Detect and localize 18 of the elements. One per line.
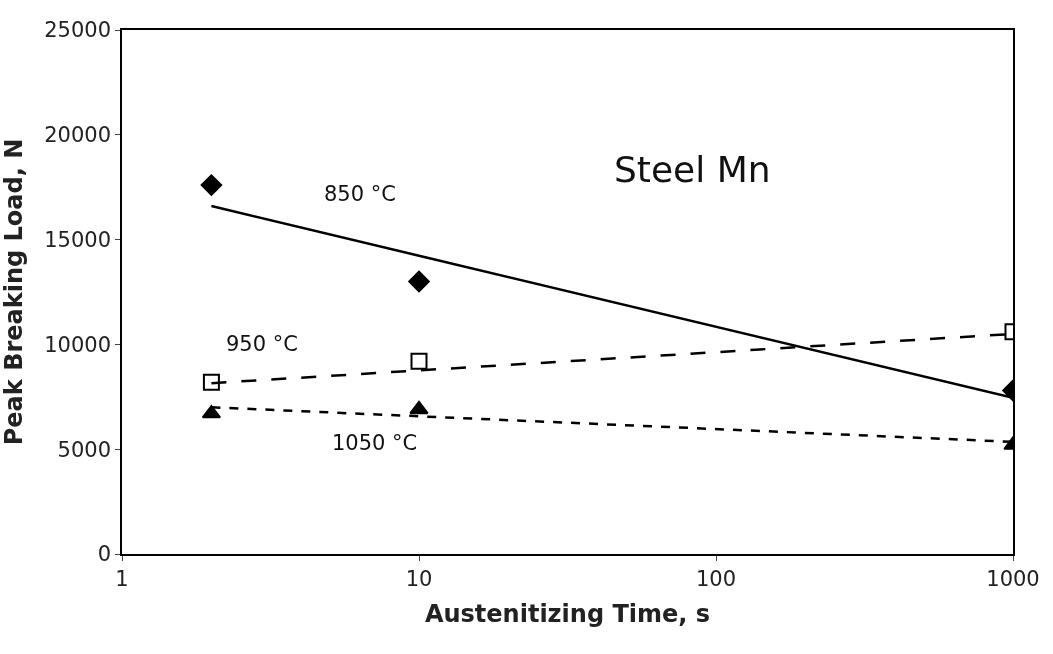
x-tick-label: 1000 xyxy=(986,566,1040,591)
x-tick-label: 1 xyxy=(115,566,129,591)
annotation: 850 °C xyxy=(324,182,396,206)
point xyxy=(202,373,220,391)
y-tick-label: 25000 xyxy=(44,18,112,43)
x-axis-title: Austenitizing Time, s xyxy=(424,599,711,628)
y-tick-label: 0 xyxy=(97,542,112,567)
x-tick-label: 100 xyxy=(695,566,737,591)
annotation: 1050 °C xyxy=(332,431,418,455)
annotation: Steel Mn xyxy=(614,149,771,190)
y-tick-label: 15000 xyxy=(44,227,112,252)
x-tick-label: 10 xyxy=(405,566,433,591)
annotation: 950 °C xyxy=(226,332,298,356)
y-tick-label: 5000 xyxy=(57,437,112,462)
y-tick-label: 20000 xyxy=(44,123,112,148)
y-tick-label: 10000 xyxy=(44,332,112,357)
y-axis-title: Peak Breaking Load, N xyxy=(0,138,28,446)
point xyxy=(200,174,223,196)
